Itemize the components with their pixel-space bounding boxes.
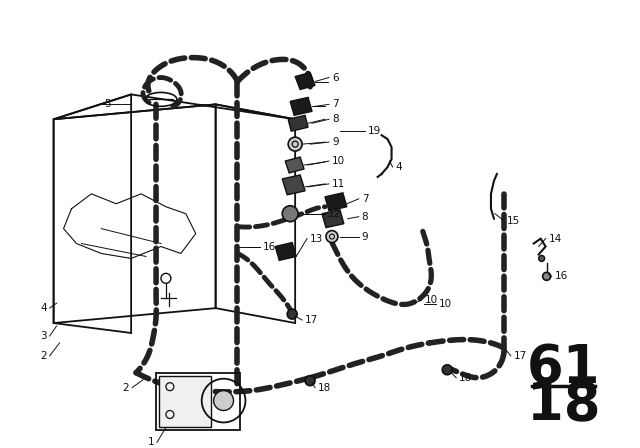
Text: 2: 2 [122,383,129,392]
Polygon shape [275,242,296,260]
Text: 10: 10 [424,295,438,305]
Circle shape [287,309,297,319]
Text: 8: 8 [362,212,369,222]
Circle shape [305,376,315,386]
Text: 18: 18 [318,383,332,392]
Text: 6: 6 [332,73,339,82]
Text: 19: 19 [368,126,381,136]
Polygon shape [295,73,315,90]
Text: 1: 1 [147,437,154,448]
Text: 16: 16 [262,241,276,251]
Polygon shape [288,115,308,131]
Text: 5: 5 [104,99,111,109]
Text: 2: 2 [40,351,47,361]
Text: 16: 16 [555,271,568,281]
Polygon shape [322,210,344,228]
Polygon shape [290,97,312,115]
Text: 7: 7 [362,194,369,204]
Text: 9: 9 [332,137,339,147]
Text: 4: 4 [40,303,47,313]
Text: 10: 10 [439,299,452,309]
Polygon shape [282,175,305,195]
Text: 4: 4 [396,162,402,172]
Text: 9: 9 [362,232,369,241]
Polygon shape [159,376,211,427]
Text: 12: 12 [328,209,341,219]
Text: 17: 17 [514,351,527,361]
Circle shape [288,137,302,151]
Circle shape [543,272,550,280]
Text: 8: 8 [332,114,339,124]
Text: 15: 15 [507,215,520,226]
Text: 14: 14 [548,233,562,244]
Text: 7: 7 [332,99,339,109]
Circle shape [282,206,298,222]
Polygon shape [325,193,347,211]
Text: 11: 11 [332,179,345,189]
Circle shape [442,365,452,375]
Circle shape [214,391,234,410]
Circle shape [326,231,338,242]
Text: 10: 10 [332,156,345,166]
Text: 61: 61 [527,342,600,394]
Text: 18: 18 [527,379,600,431]
Circle shape [539,255,545,262]
Text: 3: 3 [40,331,47,341]
Text: 17: 17 [305,315,318,325]
Text: 13: 13 [310,233,323,244]
Polygon shape [285,157,304,173]
Text: 18: 18 [459,373,472,383]
